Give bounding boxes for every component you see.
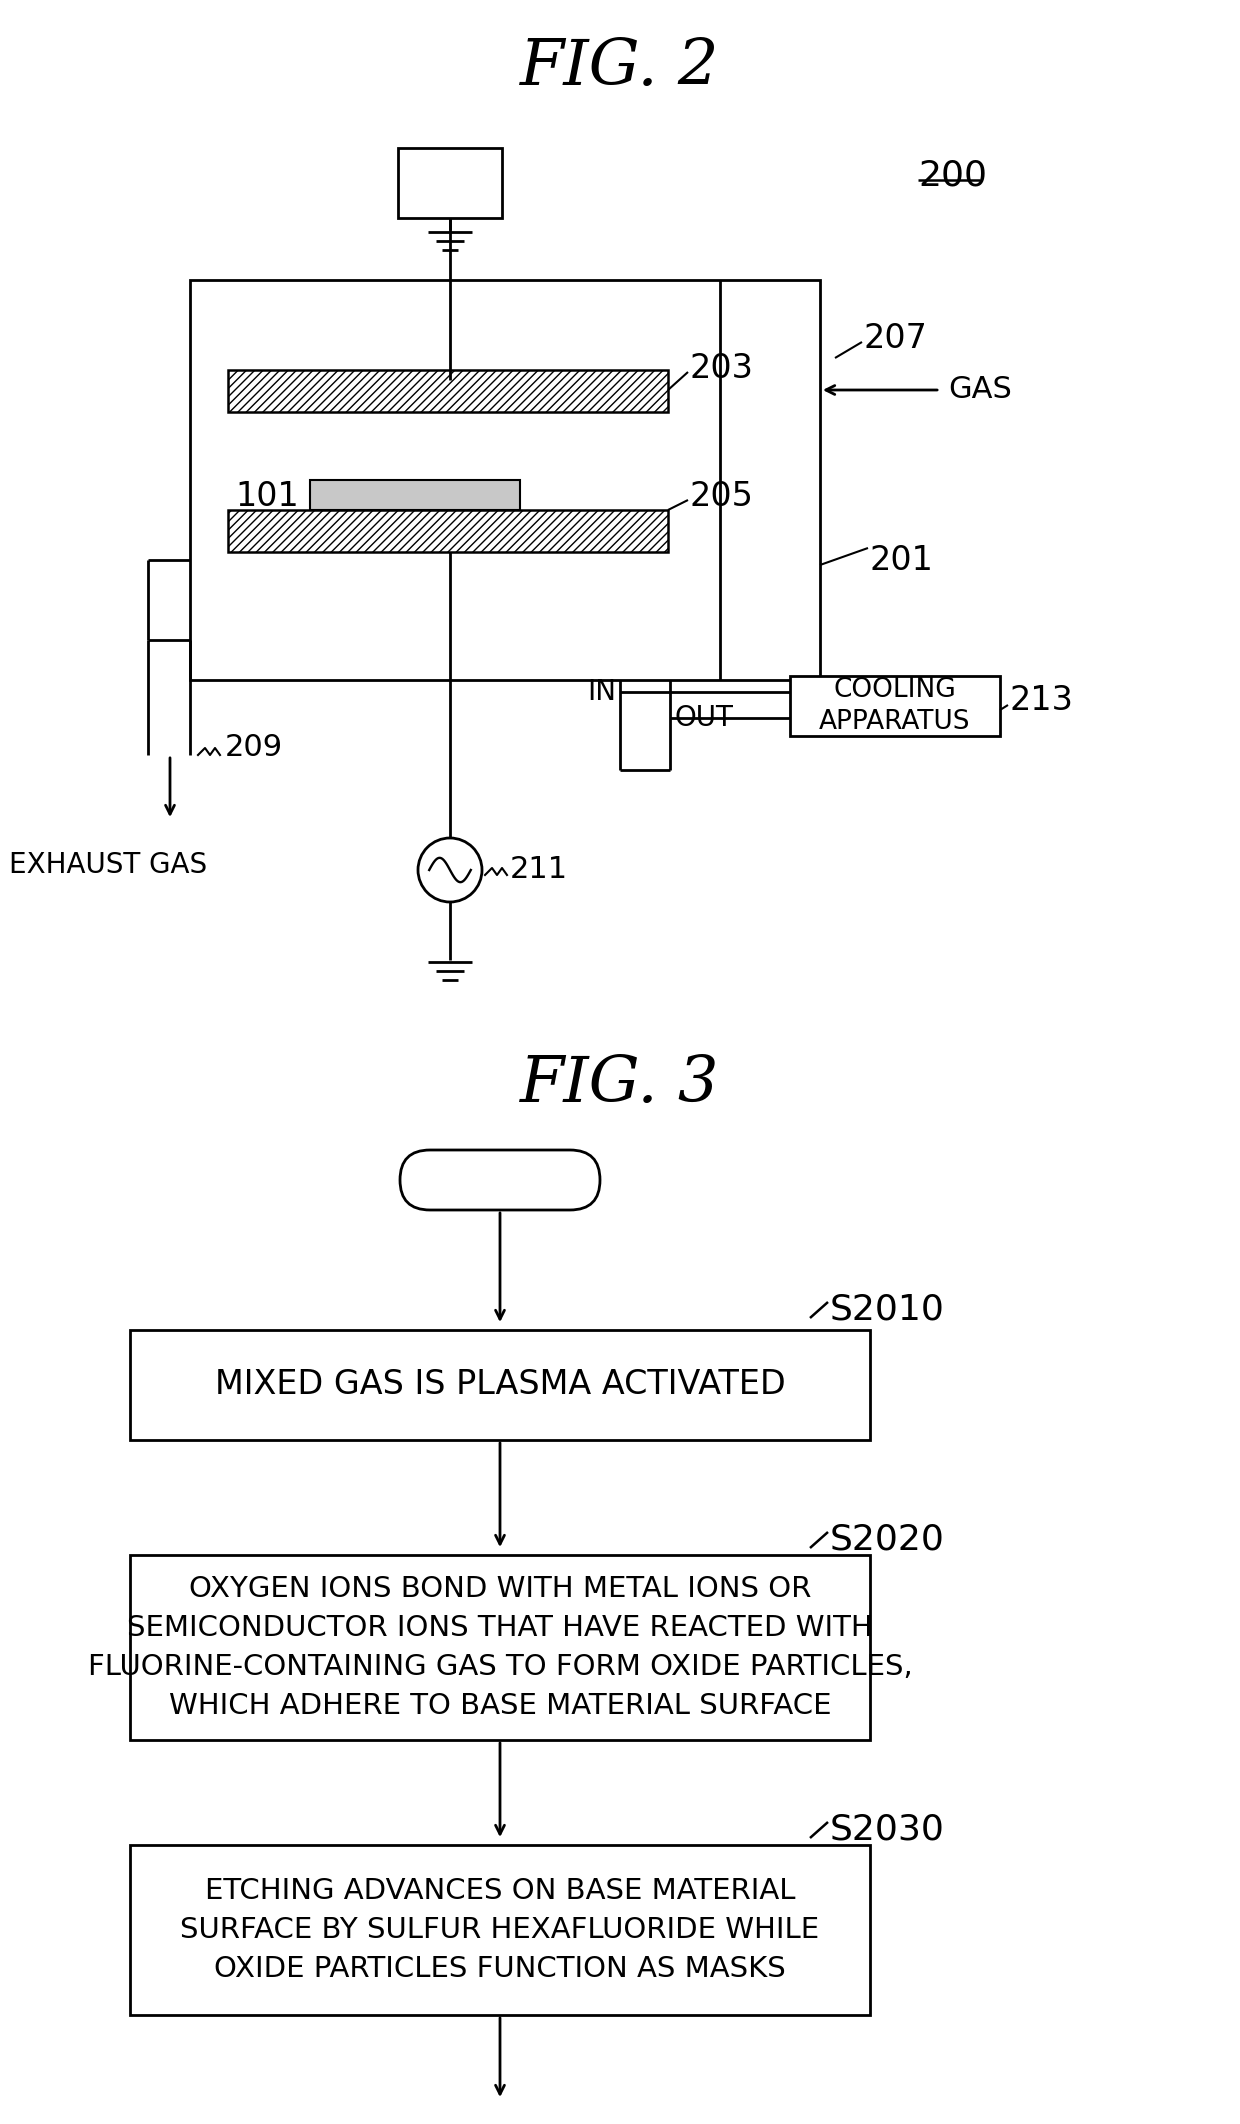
Bar: [398, 149, 502, 219]
Circle shape: [418, 839, 482, 903]
Text: 200: 200: [918, 157, 987, 191]
Bar: [130, 1555, 870, 1740]
Text: COOLING
APPARATUS: COOLING APPARATUS: [820, 678, 971, 735]
Bar: [310, 480, 520, 510]
Text: 211: 211: [510, 856, 568, 884]
Bar: [228, 370, 668, 412]
Text: IN: IN: [587, 678, 616, 705]
Text: 201: 201: [870, 544, 934, 576]
Text: EXHAUST GAS: EXHAUST GAS: [9, 852, 207, 879]
Text: START: START: [444, 1164, 556, 1198]
Text: S2020: S2020: [830, 1523, 945, 1557]
FancyBboxPatch shape: [401, 1149, 600, 1211]
Text: FIG. 2: FIG. 2: [521, 38, 719, 100]
Text: 213: 213: [1011, 684, 1074, 716]
Bar: [130, 1330, 870, 1440]
Bar: [130, 1846, 870, 2016]
Text: 207: 207: [863, 321, 926, 355]
Text: S2010: S2010: [830, 1294, 945, 1328]
Bar: [228, 510, 668, 552]
Text: OXYGEN IONS BOND WITH METAL IONS OR
SEMICONDUCTOR IONS THAT HAVE REACTED WITH
FL: OXYGEN IONS BOND WITH METAL IONS OR SEMI…: [88, 1576, 913, 1720]
Text: GAS: GAS: [949, 376, 1012, 404]
Text: S2030: S2030: [830, 1814, 945, 1848]
Text: 209: 209: [224, 733, 283, 763]
Text: MIXED GAS IS PLASMA ACTIVATED: MIXED GAS IS PLASMA ACTIVATED: [215, 1368, 785, 1402]
Text: FIG. 3: FIG. 3: [521, 1054, 719, 1115]
Text: OUT: OUT: [675, 703, 733, 733]
Bar: [190, 280, 820, 680]
Bar: [790, 675, 999, 737]
Text: 203: 203: [689, 350, 754, 384]
Text: 101: 101: [236, 480, 299, 512]
Text: 205: 205: [689, 480, 754, 512]
Text: ETCHING ADVANCES ON BASE MATERIAL
SURFACE BY SULFUR HEXAFLUORIDE WHILE
OXIDE PAR: ETCHING ADVANCES ON BASE MATERIAL SURFAC…: [181, 1878, 820, 1984]
